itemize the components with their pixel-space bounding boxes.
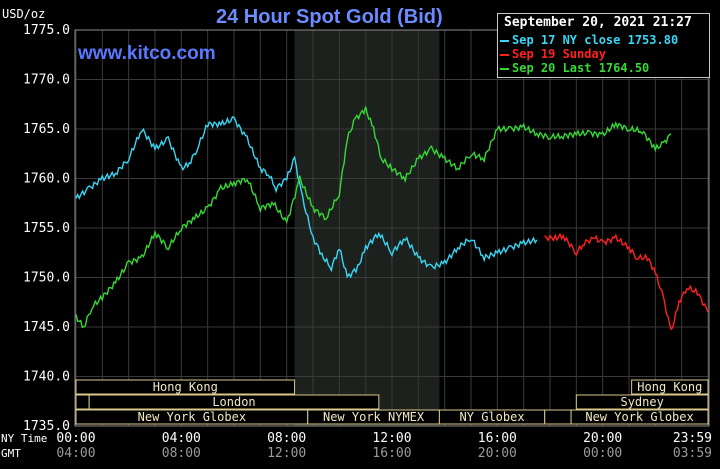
chart-legend: September 20, 2021 21:27 Sep 17 NY close… xyxy=(497,13,710,78)
x-tick-label-gmt: 04:00 xyxy=(56,446,95,461)
x-tick-label-gmt: 03:59 xyxy=(673,446,712,461)
ny-time-label: NY Time xyxy=(1,432,47,445)
session-label: Hong Kong xyxy=(153,380,218,394)
gmt-label: GMT xyxy=(1,447,21,460)
session-bar xyxy=(75,379,296,395)
x-tick-label-ny: 23:59 xyxy=(673,431,712,446)
session-label: Hong Kong xyxy=(637,380,702,394)
series-line-2 xyxy=(544,232,709,331)
y-axis-units: USD/oz xyxy=(2,7,46,21)
session-bar xyxy=(88,394,380,410)
chart-title: 24 Hour Spot Gold (Bid) xyxy=(216,6,443,28)
session-label: New York NYMEX xyxy=(323,410,425,424)
session-bar xyxy=(544,409,572,425)
legend-entry-sep17: Sep 17 NY close 1753.80 xyxy=(500,33,678,47)
session-bar xyxy=(631,379,709,395)
session-bar xyxy=(570,409,709,425)
session-label: London xyxy=(212,395,255,409)
session-label: New York Globex xyxy=(138,410,246,424)
legend-swatch xyxy=(500,53,509,56)
y-tick-label: 1775.0 xyxy=(23,23,70,38)
y-tick-label: 1770.0 xyxy=(23,73,70,88)
session-label: NY Globex xyxy=(460,410,525,424)
x-tick-label-gmt: 08:00 xyxy=(162,446,201,461)
x-tick-label-gmt: 00:00 xyxy=(583,446,622,461)
series-line-1 xyxy=(75,116,538,279)
x-tick-label-ny: 00:00 xyxy=(56,431,95,446)
legend-entry-sep19: Sep 19 Sunday xyxy=(500,47,606,61)
legend-label: Sep 19 Sunday xyxy=(512,47,606,61)
x-tick-label-gmt: 12:00 xyxy=(267,446,306,461)
brand-watermark: www.kitco.com xyxy=(78,43,216,64)
legend-swatch xyxy=(500,39,509,42)
x-tick-label-ny: 08:00 xyxy=(267,431,306,446)
legend-label: Sep 20 Last 1764.50 xyxy=(512,61,650,75)
y-tick-label: 1755.0 xyxy=(23,221,70,236)
y-tick-label: 1750.0 xyxy=(23,271,70,286)
session-label: Sydney xyxy=(620,395,663,409)
y-tick-label: 1735.0 xyxy=(23,419,70,434)
y-tick-label: 1745.0 xyxy=(23,320,70,335)
y-tick-label: 1765.0 xyxy=(23,122,70,137)
y-tick-label: 1760.0 xyxy=(23,172,70,187)
x-tick-label-ny: 20:00 xyxy=(583,431,622,446)
x-tick-label-ny: 16:00 xyxy=(478,431,517,446)
plot-frame xyxy=(74,29,710,427)
legend-timestamp: September 20, 2021 21:27 xyxy=(504,15,692,30)
x-tick-label-gmt: 16:00 xyxy=(372,446,411,461)
x-tick-label-ny: 04:00 xyxy=(162,431,201,446)
legend-label: Sep 17 NY close 1753.80 xyxy=(512,33,679,47)
series-line-3 xyxy=(75,106,672,329)
session-bar xyxy=(75,394,90,410)
legend-entry-sep20: Sep 20 Last 1764.50 xyxy=(500,61,649,75)
session-label: New York Globex xyxy=(585,410,693,424)
y-tick-label: 1740.0 xyxy=(23,370,70,385)
x-tick-label-gmt: 20:00 xyxy=(478,446,517,461)
session-bar xyxy=(575,394,709,410)
legend-swatch xyxy=(500,67,509,70)
x-tick-label-ny: 12:00 xyxy=(372,431,411,446)
